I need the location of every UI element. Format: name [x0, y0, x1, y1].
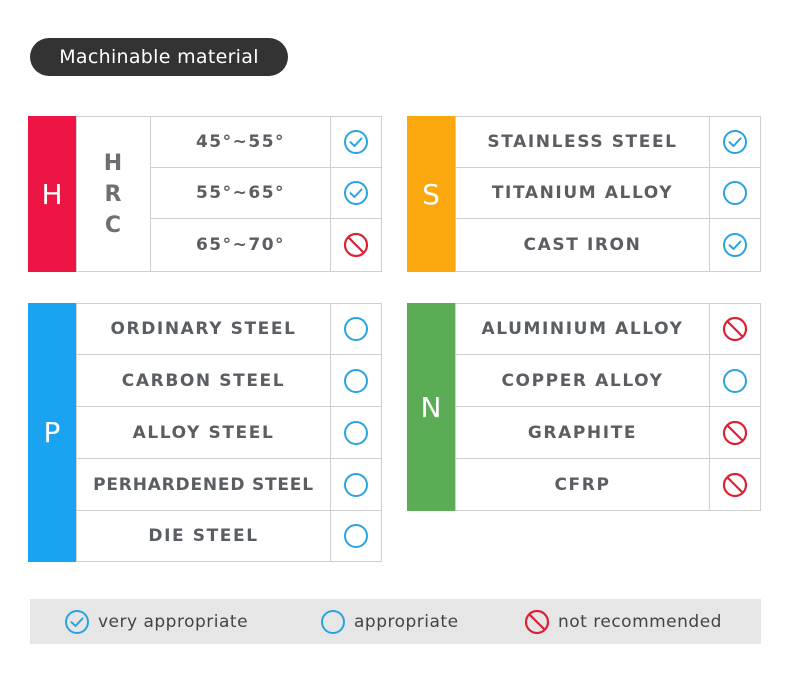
legend-label: not recommended [558, 611, 722, 632]
group-h-letter: H [28, 116, 76, 272]
very-appropriate-icon [709, 116, 761, 168]
legend-very-appropriate: very appropriate [64, 599, 248, 644]
row-label: ALUMINIUM ALLOY [481, 319, 684, 339]
table-row: STAINLESS STEEL [455, 116, 710, 168]
appropriate-icon [320, 609, 346, 635]
table-row: ORDINARY STEEL [76, 303, 331, 355]
not-recommended-icon [524, 609, 550, 635]
very-appropriate-icon [64, 609, 90, 635]
group-s: S STAINLESS STEEL TITANIUM ALLOY CAST IR… [407, 116, 761, 272]
very-appropriate-icon [709, 218, 761, 272]
row-label: CAST IRON [523, 235, 642, 255]
group-p: P ORDINARY STEEL CARBON STEEL ALLOY STEE… [28, 303, 382, 562]
row-label: ORDINARY STEEL [110, 319, 297, 339]
appropriate-icon [330, 303, 382, 355]
table-row: 65°~70° [150, 218, 331, 272]
legend-appropriate: appropriate [320, 599, 459, 644]
table-row: CAST IRON [455, 218, 710, 272]
table-row: TITANIUM ALLOY [455, 167, 710, 219]
section-title: Machinable material [30, 38, 288, 76]
appropriate-icon [330, 406, 382, 459]
very-appropriate-icon [330, 167, 382, 219]
group-n: N ALUMINIUM ALLOY COPPER ALLOY GRAPHITE … [407, 303, 761, 511]
table-row: CARBON STEEL [76, 354, 331, 407]
row-label: COPPER ALLOY [501, 370, 664, 391]
table-row: ALUMINIUM ALLOY [455, 303, 710, 355]
group-s-letter: S [407, 116, 455, 272]
not-recommended-icon [709, 303, 761, 355]
table-row: COPPER ALLOY [455, 354, 710, 407]
table-row: DIE STEEL [76, 510, 331, 562]
not-recommended-icon [330, 218, 382, 272]
not-recommended-icon [709, 406, 761, 459]
row-label: PERHARDENED STEEL [93, 474, 314, 495]
table-row: 55°~65° [150, 167, 331, 219]
group-n-letter: N [407, 303, 455, 511]
row-label: CFRP [554, 474, 611, 495]
row-label: 55°~65° [195, 183, 286, 203]
table-row: CFRP [455, 458, 710, 511]
very-appropriate-icon [330, 116, 382, 168]
table-row: PERHARDENED STEEL [76, 458, 331, 511]
legend-not-recommended: not recommended [524, 599, 722, 644]
row-label: 65°~70° [195, 235, 286, 255]
row-label: CARBON STEEL [121, 370, 286, 391]
appropriate-icon [709, 354, 761, 407]
group-p-letter: P [28, 303, 76, 562]
appropriate-icon [330, 354, 382, 407]
legend-label: appropriate [354, 611, 459, 632]
appropriate-icon [330, 458, 382, 511]
row-label: GRAPHITE [527, 422, 638, 443]
table-row: GRAPHITE [455, 406, 710, 459]
row-label: ALLOY STEEL [132, 422, 275, 443]
legend-label: very appropriate [98, 611, 249, 632]
table-row: 45°~55° [150, 116, 331, 168]
not-recommended-icon [709, 458, 761, 511]
row-label: TITANIUM ALLOY [491, 183, 674, 203]
appropriate-icon [709, 167, 761, 219]
table-row: ALLOY STEEL [76, 406, 331, 459]
row-label: STAINLESS STEEL [487, 132, 678, 152]
legend: very appropriate appropriate not recomme… [30, 599, 761, 644]
row-label: DIE STEEL [148, 526, 259, 546]
row-label: 45°~55° [195, 132, 286, 152]
appropriate-icon [330, 510, 382, 562]
